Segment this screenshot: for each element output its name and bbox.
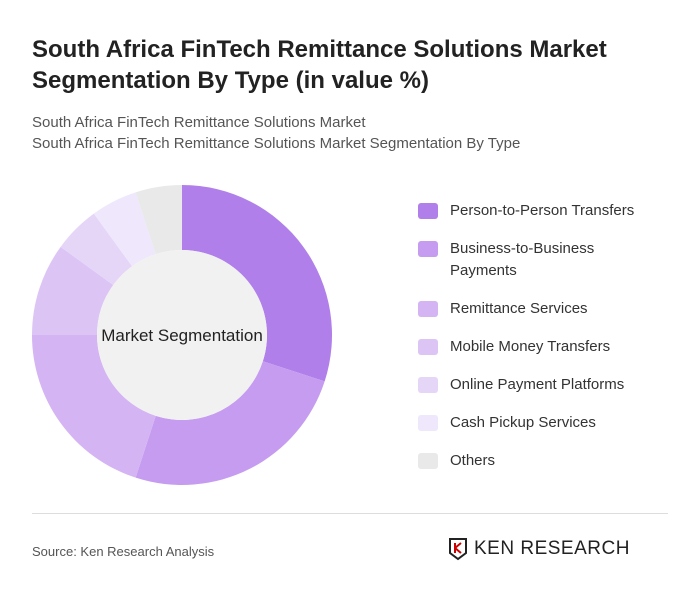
legend-swatch (418, 453, 438, 469)
donut-slice-others (135, 185, 182, 255)
legend-label: Mobile Money Transfers (450, 338, 611, 355)
legend-swatch (418, 415, 438, 431)
donut-slice-online-payment-platforms (60, 213, 133, 286)
donut-slice-mobile-money-transfers (32, 246, 114, 335)
legend-label: Others (450, 452, 496, 469)
donut-center (97, 250, 267, 420)
ken-logo-icon (449, 538, 467, 561)
legend-item: Cash Pickup Services (418, 412, 678, 434)
legend-swatch (418, 301, 438, 317)
legend-item: Mobile Money Transfers (418, 336, 678, 358)
legend-label: Business-to-Business Payments (450, 240, 595, 279)
donut-slice-person-to-person-transfers (182, 185, 332, 382)
logo-text: KEN RESEARCH (474, 538, 630, 559)
legend-label: Person-to-Person Transfers (450, 202, 635, 219)
subtitle-segmentation: South Africa FinTech Remittance Solution… (32, 135, 521, 152)
legend-label: Cash Pickup Services (450, 414, 596, 431)
legend-item: Others (418, 450, 678, 472)
legend-swatch (418, 203, 438, 219)
legend-swatch (418, 241, 438, 257)
subtitle-market: South Africa FinTech Remittance Solution… (32, 114, 366, 131)
legend-item: Online Payment Platforms (418, 374, 678, 396)
ken-research-logo: KEN RESEARCH (448, 537, 630, 561)
legend-swatch (418, 377, 438, 393)
donut-slice-remittance-services (32, 335, 156, 478)
divider (32, 513, 668, 514)
legend-item: Person-to-Person Transfers (418, 200, 678, 222)
donut-slice-cash-pickup-services (93, 192, 156, 267)
center-label: Market Segmentation (101, 326, 263, 345)
donut-chart: Market Segmentation (32, 185, 332, 486)
legend-label: Online Payment Platforms (450, 376, 625, 393)
source-note: Source: Ken Research Analysis (32, 544, 215, 559)
chart-title: South Africa FinTech Remittance Solution… (32, 36, 607, 94)
legend-swatch (418, 339, 438, 355)
legend-item: Business-to-Business Payments (418, 238, 678, 282)
legend: Person-to-Person Transfers Business-to-Bu… (418, 200, 678, 472)
legend-item: Remittance Services (418, 298, 678, 320)
legend-label: Remittance Services (450, 300, 588, 317)
donut-slice-business-to-business-payments (135, 361, 325, 486)
